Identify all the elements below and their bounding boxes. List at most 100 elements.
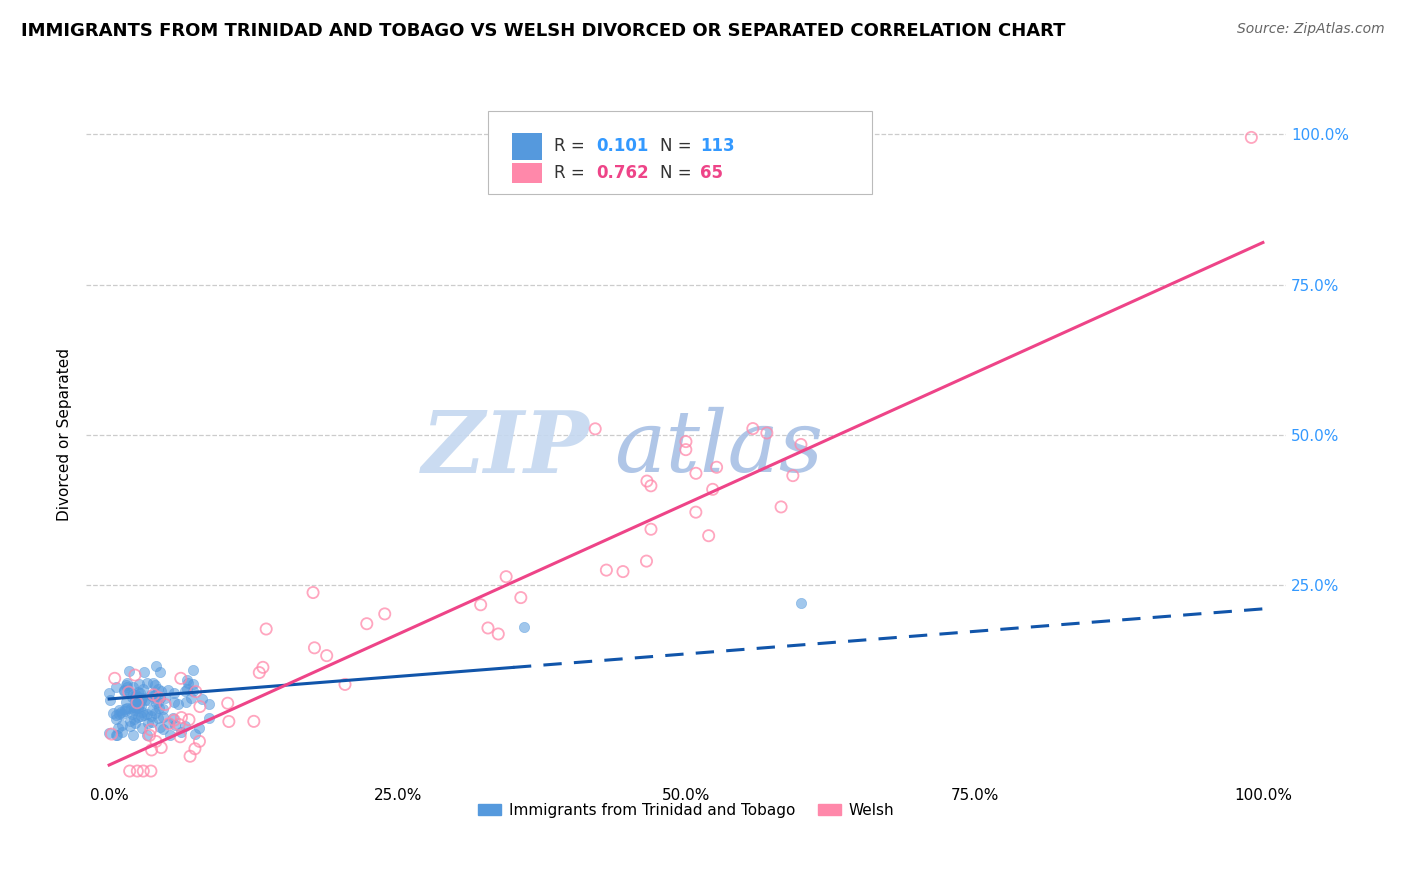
Point (163, 695, 186, 709)
Point (170, 710, 193, 724)
Point (148, 681, 170, 696)
Point (139, 764, 162, 778)
Point (1240, 130, 1263, 145)
Point (302, 585, 325, 599)
Point (124, 668, 146, 682)
Text: atlas: atlas (614, 408, 823, 490)
Point (145, 658, 167, 673)
Point (105, 728, 128, 742)
Text: 0.762: 0.762 (596, 164, 648, 182)
Y-axis label: Divorced or Separated: Divorced or Separated (58, 348, 72, 521)
Text: N =: N = (659, 164, 696, 182)
Text: 113: 113 (700, 137, 735, 155)
Point (141, 714, 163, 729)
Point (315, 648, 337, 663)
Point (121, 706, 143, 721)
Point (136, 693, 159, 707)
Point (181, 677, 204, 691)
Text: IMMIGRANTS FROM TRINIDAD AND TOBAGO VS WELSH DIVORCED OR SEPARATED CORRELATION C: IMMIGRANTS FROM TRINIDAD AND TOBAGO VS W… (21, 22, 1066, 40)
Point (124, 701, 146, 715)
Point (187, 721, 209, 735)
Point (159, 728, 181, 742)
Point (136, 707, 159, 722)
Point (117, 664, 139, 678)
Point (356, 616, 378, 631)
Point (675, 442, 697, 457)
Point (124, 694, 146, 708)
Point (163, 713, 186, 727)
Point (191, 692, 214, 706)
Point (153, 698, 176, 712)
Text: ZIP: ZIP (422, 407, 591, 491)
Point (741, 421, 763, 435)
Point (636, 554, 658, 568)
Point (132, 665, 155, 679)
Point (167, 697, 190, 711)
Point (142, 675, 165, 690)
Point (333, 677, 356, 691)
Point (188, 734, 211, 748)
Point (111, 725, 134, 739)
Point (103, 706, 125, 721)
Point (162, 710, 184, 724)
Point (176, 673, 198, 687)
Point (124, 695, 146, 709)
Point (98, 725, 121, 739)
Point (127, 685, 149, 699)
Point (247, 665, 270, 680)
Point (183, 727, 205, 741)
Point (174, 684, 197, 698)
Point (100, 727, 122, 741)
Point (252, 660, 274, 674)
Point (697, 529, 720, 543)
Text: R =: R = (554, 164, 591, 182)
Point (141, 689, 163, 703)
Point (612, 565, 634, 579)
Point (181, 663, 204, 677)
Point (120, 719, 142, 733)
Point (174, 719, 197, 733)
Point (702, 483, 724, 497)
Point (139, 708, 162, 723)
Point (636, 474, 658, 488)
Point (148, 701, 170, 715)
Point (121, 728, 143, 742)
Point (129, 693, 152, 707)
Point (495, 570, 517, 584)
Point (142, 688, 165, 702)
Point (374, 607, 396, 621)
Point (146, 695, 169, 709)
Point (152, 710, 174, 724)
Point (149, 690, 172, 705)
Point (121, 690, 143, 705)
Point (127, 696, 149, 710)
Point (148, 711, 170, 725)
Point (107, 722, 129, 736)
Point (112, 682, 135, 697)
Point (156, 682, 179, 697)
Point (150, 684, 173, 698)
Point (509, 591, 531, 605)
Point (98, 692, 121, 706)
Point (114, 704, 136, 718)
Point (184, 741, 207, 756)
Point (105, 708, 128, 723)
Point (148, 690, 170, 705)
Point (149, 720, 172, 734)
Point (111, 706, 134, 721)
Point (157, 716, 180, 731)
Point (104, 712, 127, 726)
FancyBboxPatch shape (488, 111, 872, 194)
Point (124, 690, 146, 704)
Point (111, 717, 134, 731)
Point (595, 563, 617, 577)
Point (177, 676, 200, 690)
Point (125, 688, 148, 702)
Point (157, 716, 180, 731)
Point (139, 723, 162, 737)
Point (167, 717, 190, 731)
Point (110, 705, 132, 719)
Point (169, 730, 191, 744)
Point (145, 696, 167, 710)
Point (149, 665, 172, 679)
